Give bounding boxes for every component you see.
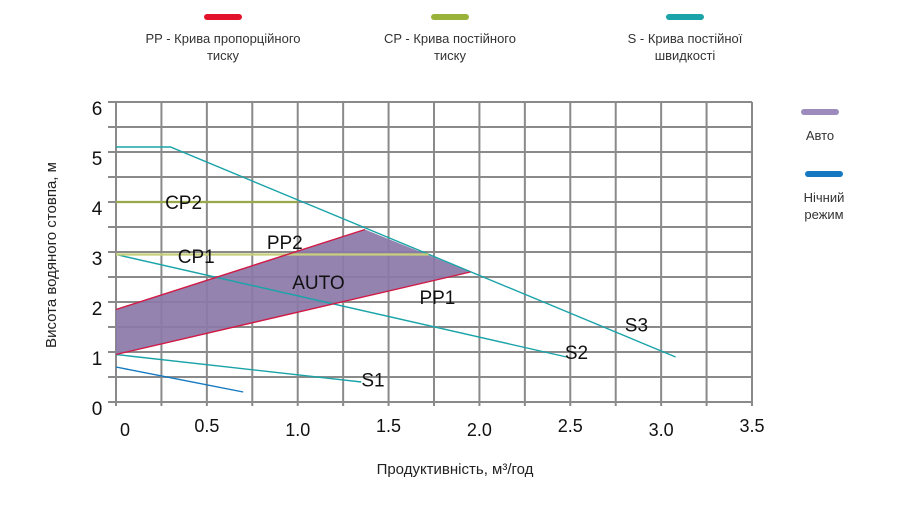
x-axis-label: Продуктивність, м³/год <box>377 461 534 478</box>
legend-item-pp: PP - Крива пропорційного тиску <box>118 14 328 64</box>
annotation-auto: AUTO <box>292 273 344 294</box>
chart-annotations: CP2 CP1 PP2 AUTO PP1 S1 S2 S3 <box>165 193 648 392</box>
legend-label-night-line2: режим <box>804 207 844 222</box>
annotation-s2: S2 <box>565 343 588 364</box>
series-line-pp2 <box>115 228 366 311</box>
x-tick-label: 3.0 <box>649 420 674 440</box>
annotation-pp2: PP2 <box>267 233 303 254</box>
series-line-pp1 <box>115 271 471 356</box>
x-tick-label: 0 <box>120 420 130 440</box>
legend-swatch-night <box>805 171 843 177</box>
legend-label-pp-line1: PP - Крива пропорційного <box>145 31 301 46</box>
series-line-s1 <box>115 353 362 383</box>
legend-swatch-pp <box>204 14 242 20</box>
legend-swatch-s <box>666 14 704 20</box>
legend-label-auto: Авто <box>805 128 835 143</box>
legend-item-s: S - Крива постійної швидкості <box>580 14 790 64</box>
x-tick-label: 3.5 <box>739 416 764 436</box>
y-tick-label: 0 <box>92 399 103 420</box>
legend-item-night: Нічний режим <box>784 171 864 223</box>
y-tick-label: 2 <box>92 299 103 320</box>
annotation-pp1: PP1 <box>419 288 455 309</box>
legend-label-pp-line2: тиску <box>206 48 240 63</box>
legend-swatch-cp <box>431 14 469 20</box>
legend-item-cp: CP - Крива постійного тиску <box>345 14 555 64</box>
auto-area-polygon <box>116 229 471 355</box>
annotation-cp2: CP2 <box>165 193 202 214</box>
x-tick-label: 0.5 <box>194 416 219 436</box>
y-axis-label: Висота водяного стовпа, м <box>43 162 60 348</box>
x-tick-label: 1.0 <box>285 420 310 440</box>
legend-label-night-line1: Нічний <box>803 190 845 205</box>
legend-swatch-auto <box>801 109 839 115</box>
y-tick-label: 5 <box>92 149 103 170</box>
annotation-s3: S3 <box>625 316 648 337</box>
auto-area <box>116 229 471 355</box>
legend-label-s-line1: S - Крива постійної <box>627 31 743 46</box>
y-tick-label: 1 <box>92 349 103 370</box>
chart-grid <box>108 101 753 406</box>
legend-label-cp-line1: CP - Крива постійного <box>383 31 516 46</box>
legend-item-auto: Авто <box>780 109 860 144</box>
x-tick-label: 2.0 <box>467 420 492 440</box>
x-tick-label: 2.5 <box>558 416 583 436</box>
series-line-s2 <box>115 253 567 358</box>
series-line-night <box>115 366 244 393</box>
y-tick-label: 3 <box>92 249 103 270</box>
legend-label-s-line2: швидкості <box>654 48 716 63</box>
annotation-cp1: CP1 <box>178 247 215 268</box>
y-tick-label: 6 <box>92 99 103 120</box>
x-tick-label: 1.5 <box>376 416 401 436</box>
chart-lines <box>115 146 676 393</box>
axis-ticks: 0 0.5 1.0 1.5 2.0 2.5 3.0 3.5 0 1 2 3 4 5 6 <box>92 99 765 440</box>
y-tick-label: 4 <box>92 199 103 220</box>
annotation-s1: S1 <box>361 371 384 392</box>
series-line-s3 <box>116 146 676 358</box>
legend-label-cp-line2: тиску <box>433 48 467 63</box>
